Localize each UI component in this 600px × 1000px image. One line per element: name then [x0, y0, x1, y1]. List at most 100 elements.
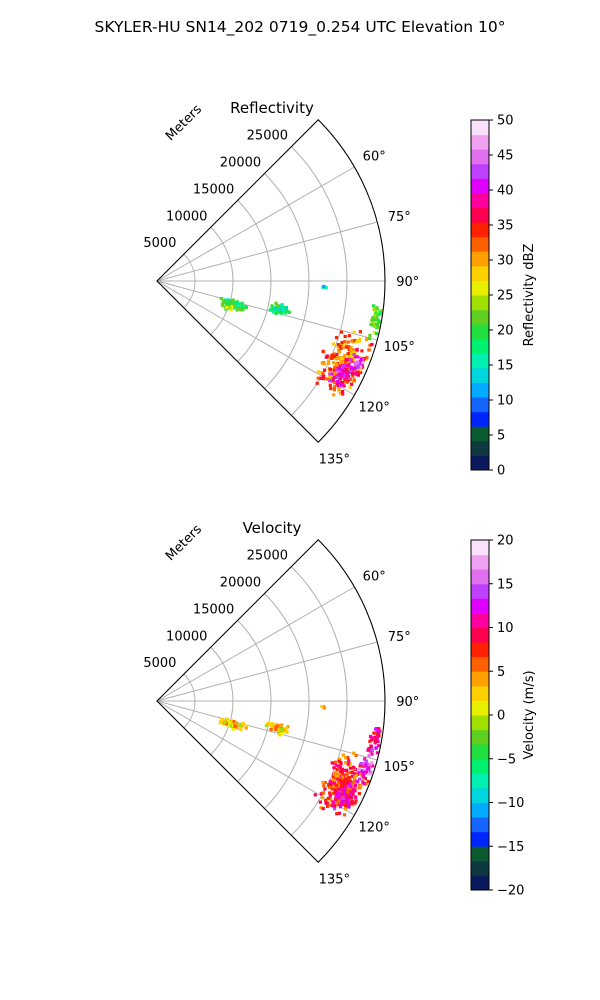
colorbar-label: Velocity (m/s) — [522, 670, 537, 759]
azimuth-tick-label: 135° — [319, 452, 350, 467]
echo-gate — [224, 719, 229, 723]
echo-gate — [270, 307, 274, 311]
colorbar-tick-label: 30 — [497, 254, 514, 269]
echo-gate — [361, 360, 365, 364]
echo-gate — [335, 768, 339, 772]
echo-gate — [373, 311, 378, 316]
echo-gate — [335, 366, 339, 370]
echo-gate — [367, 348, 371, 352]
colorbar-tick-label: 20 — [497, 324, 514, 339]
echo-gate — [340, 343, 344, 348]
colorbar-tick-label: 5 — [497, 665, 505, 680]
echo-gate — [338, 350, 342, 354]
echo-gate — [350, 790, 354, 794]
echo-gate — [353, 789, 357, 793]
echo-gate — [274, 301, 278, 305]
echo-gate — [321, 373, 325, 377]
echo-gate — [225, 717, 229, 721]
range-tick-label: 20000 — [220, 576, 261, 591]
echo-gate — [352, 352, 356, 357]
echo-gate — [375, 317, 379, 321]
echo-gate — [379, 308, 383, 313]
echo-gate — [232, 303, 237, 308]
echo-gate — [240, 302, 244, 306]
echo-gate — [338, 376, 343, 381]
echo-gate — [362, 768, 366, 772]
azimuth-gridline — [156, 586, 355, 702]
range-tick-label: 10000 — [166, 629, 207, 644]
echo-gate — [338, 391, 343, 395]
echo-gate — [372, 331, 376, 335]
echo-gate — [353, 787, 358, 791]
echo-gate — [220, 718, 224, 722]
colorbar-tick-label: 20 — [497, 534, 514, 549]
azimuth-gridline — [156, 280, 378, 341]
echo-gate — [377, 727, 381, 731]
echo-gate — [321, 791, 325, 795]
echo-gate — [279, 311, 283, 315]
echo-gate — [322, 374, 326, 378]
echo-gate — [327, 796, 331, 800]
sector-outline — [156, 539, 386, 863]
echo-gate — [327, 803, 331, 807]
echo-gate — [346, 802, 350, 806]
azimuth-gridline — [156, 166, 355, 282]
echo-gate — [322, 784, 326, 788]
echo-gate — [340, 374, 344, 378]
range-tick-label: 5000 — [143, 236, 176, 251]
echo-gate — [354, 795, 358, 800]
echo-gate — [351, 340, 355, 344]
echo-gate — [230, 305, 234, 309]
echo-gate — [346, 771, 350, 775]
echo-gate — [343, 779, 347, 784]
echo-gate — [229, 724, 233, 728]
colorbar: −20 −15 −10 −5 0 5 10 15 20 Velocity (m/s) — [470, 534, 537, 899]
echo-gate — [356, 365, 360, 369]
echo-gate — [350, 355, 355, 359]
echo-gate — [339, 773, 343, 778]
echo-gate — [347, 776, 351, 780]
colorbar-swatch — [471, 236, 489, 252]
azimuth-tick-label: 135° — [319, 872, 350, 887]
echo-gate — [236, 303, 240, 307]
echo-gate — [356, 370, 360, 374]
colorbar-swatch — [471, 860, 489, 876]
echo-gate — [332, 791, 336, 795]
colorbar-swatch — [471, 251, 489, 267]
colorbar-swatch — [471, 671, 489, 687]
azimuth-tick-label: 90° — [396, 275, 419, 290]
echo-gate — [334, 336, 339, 340]
colorbar-swatch — [471, 295, 489, 311]
echo-gate — [340, 786, 345, 790]
echo-gate — [336, 786, 340, 790]
echo-gate — [356, 373, 361, 377]
echo-gate — [353, 338, 357, 343]
sector-outline — [156, 119, 386, 443]
echo-gate — [332, 368, 336, 372]
echo-gate — [357, 768, 361, 772]
echo-gate — [337, 802, 341, 806]
echo-gate — [241, 307, 245, 312]
echo-gate — [373, 324, 377, 329]
echo-gate — [351, 792, 355, 796]
echo-gate — [341, 365, 345, 369]
echo-gate — [335, 802, 339, 806]
echo-gate — [320, 704, 324, 709]
colorbar-swatch — [471, 309, 489, 325]
echo-gate — [365, 355, 369, 360]
echo-gate — [333, 385, 337, 389]
echo-gate — [370, 318, 374, 322]
echo-gate — [316, 376, 320, 380]
echo-gate — [264, 723, 269, 728]
echo-gate — [350, 780, 354, 785]
echo-gate — [336, 800, 341, 804]
echo-gate — [342, 781, 346, 786]
echo-gate — [341, 796, 346, 801]
echo-gate — [331, 379, 335, 383]
echo-layer — [219, 284, 383, 397]
range-tick-label: 15000 — [193, 182, 234, 197]
colorbar-swatch — [471, 569, 489, 585]
echo-gate — [319, 792, 323, 796]
echo-gate — [272, 310, 276, 314]
